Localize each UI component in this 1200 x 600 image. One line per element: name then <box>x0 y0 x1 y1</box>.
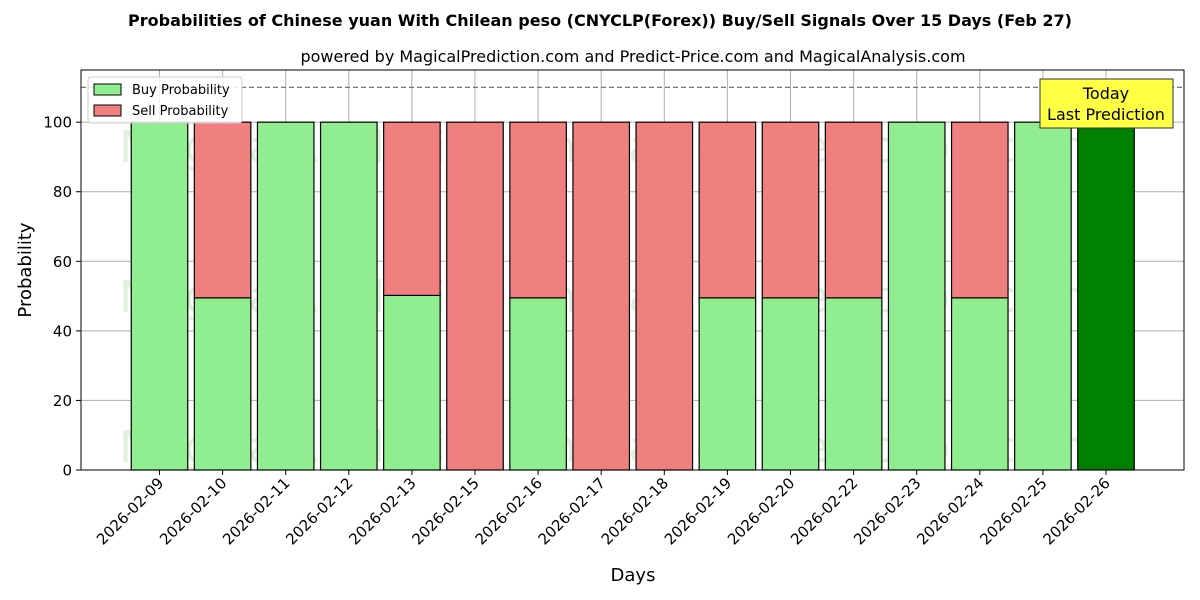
y-axis-label: Probability <box>15 222 36 317</box>
buy-bar <box>887 121 946 471</box>
y-axis-ticks: 0 20 40 60 80 100 <box>43 114 81 480</box>
sell-bar <box>824 121 883 299</box>
x-tick-label: 2026-02-09 <box>93 474 167 548</box>
buy-bar <box>509 297 567 471</box>
today-annotation: Today Last Prediction <box>1039 78 1174 129</box>
x-axis-ticks: 2026-02-092026-02-102026-02-112026-02-12… <box>93 470 1114 548</box>
sell-bar <box>698 121 757 299</box>
chart-title: Probabilities of Chinese yuan With Chile… <box>128 11 1072 30</box>
legend-swatch <box>93 83 122 96</box>
buy-bar <box>950 297 1009 471</box>
annotation-line1: Today <box>1082 84 1129 103</box>
x-tick-label: 2026-02-20 <box>724 474 798 548</box>
buy-bar <box>383 294 441 471</box>
chart-subtitle: powered by MagicalPrediction.com and Pre… <box>300 47 965 66</box>
x-tick-label: 2026-02-26 <box>1039 474 1113 548</box>
x-tick-label: 2026-02-10 <box>156 474 230 548</box>
x-tick-label: 2026-02-23 <box>850 474 924 548</box>
x-tick-label: 2026-02-11 <box>219 474 293 548</box>
x-tick-label: 2026-02-25 <box>976 474 1050 548</box>
annotation-box <box>1039 78 1174 129</box>
buy-bar <box>319 121 378 471</box>
buy-bar <box>130 121 189 471</box>
x-tick-label: 2026-02-19 <box>661 474 735 548</box>
buy-bar <box>824 297 883 471</box>
legend: Buy Probability Sell Probability <box>87 76 243 124</box>
legend-label: Buy Probability <box>132 83 230 98</box>
x-tick-label: 2026-02-24 <box>913 474 987 548</box>
y-tick-label: 80 <box>53 183 72 201</box>
sell-bar <box>761 121 820 299</box>
sell-bar <box>950 121 1009 299</box>
y-tick-label: 100 <box>43 114 72 132</box>
sell-bar <box>446 121 504 471</box>
buy-bar <box>1014 121 1072 471</box>
sell-bar <box>509 121 567 299</box>
legend-box <box>87 76 243 124</box>
buy-bar <box>256 121 315 471</box>
bars <box>130 121 1135 471</box>
annotation-line2: Last Prediction <box>1047 105 1165 124</box>
x-tick-label: 2026-02-22 <box>787 474 861 548</box>
buy-bar <box>761 297 820 471</box>
y-tick-label: 60 <box>53 253 72 271</box>
sell-bar <box>635 121 694 471</box>
plot-frame <box>80 69 1185 471</box>
x-tick-label: 2026-02-15 <box>408 474 482 548</box>
y-tick-label: 0 <box>62 462 72 480</box>
sell-bar <box>572 121 631 471</box>
legend-swatch <box>93 104 122 117</box>
x-tick-label: 2026-02-12 <box>282 474 356 548</box>
buy-bar <box>698 297 757 471</box>
sell-bar <box>193 121 252 299</box>
x-axis-label: Days <box>611 565 656 586</box>
sell-bar <box>383 121 441 296</box>
buy-bar <box>1077 121 1135 471</box>
x-tick-label: 2026-02-16 <box>472 474 546 548</box>
buy-bar <box>193 297 252 471</box>
x-tick-label: 2026-02-17 <box>535 474 609 548</box>
x-tick-label: 2026-02-13 <box>345 474 419 548</box>
y-tick-label: 40 <box>53 322 72 340</box>
x-tick-label: 2026-02-18 <box>598 474 672 548</box>
legend-label: Sell Probability <box>132 104 229 119</box>
y-tick-label: 20 <box>53 392 72 410</box>
